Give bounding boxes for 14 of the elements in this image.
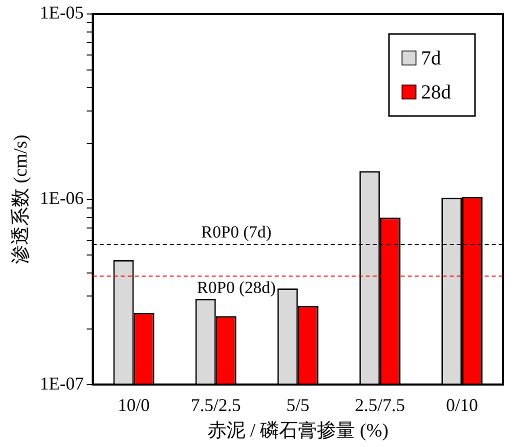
legend-label: 7d xyxy=(421,47,441,70)
ref-line-label: R0P0 (7d) xyxy=(201,222,272,242)
y-axis-title: 渗透系数 (cm/s) xyxy=(10,134,32,264)
x-tick-label: 7.5/2.5 xyxy=(190,395,241,416)
ref-line-label: R0P0 (28d) xyxy=(196,278,276,298)
y-tick-label: 1E-05 xyxy=(40,2,84,23)
x-tick-label: 10/0 xyxy=(118,395,150,416)
y-tick-label: 1E-06 xyxy=(40,188,84,208)
x-axis-title: 赤泥 / 磷石膏掺量 (%) xyxy=(207,420,388,442)
x-tick-label: 0/10 xyxy=(446,395,478,416)
x-tick-label: 5/5 xyxy=(286,395,310,416)
x-tick-label: 2.5/7.5 xyxy=(354,395,405,416)
legend-label: 28d xyxy=(421,81,451,104)
y-tick-label: 1E-07 xyxy=(40,373,84,394)
